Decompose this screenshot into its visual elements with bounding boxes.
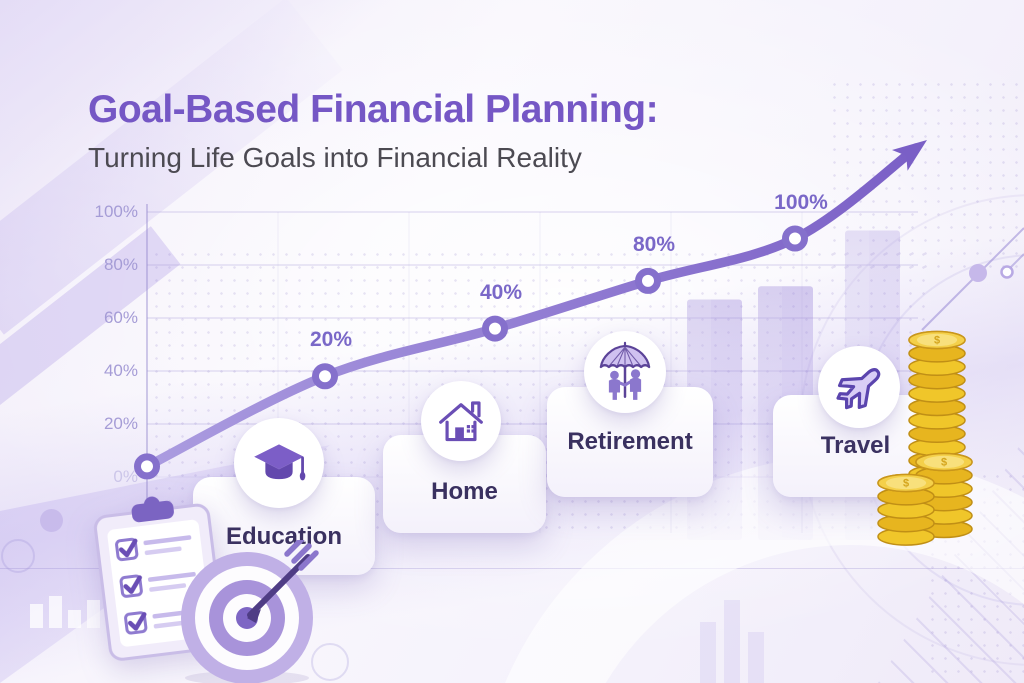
target-arrow-icon: [162, 540, 334, 683]
data-point-label: 20%: [309, 328, 353, 352]
node-dot-decor: [969, 264, 987, 282]
divider-line: [0, 568, 1024, 569]
goal-card-label: Home: [431, 478, 498, 505]
page-subtitle: Turning Life Goals into Financial Realit…: [88, 142, 582, 173]
trend-curve: [134, 140, 927, 480]
umbrella-couple-icon: [584, 331, 666, 413]
y-axis-tick: 40%: [103, 361, 138, 380]
y-axis-tick: 0%: [113, 467, 138, 486]
graduation-cap-icon: [234, 418, 324, 508]
airplane-icon: [818, 346, 900, 428]
y-axis-tick: 80%: [103, 255, 138, 274]
y-axis-tick: 20%: [103, 414, 138, 433]
svg-text:$: $: [903, 478, 909, 490]
page-title: Goal-Based Financial Planning:: [88, 88, 659, 131]
svg-text:$: $: [941, 457, 947, 469]
mini-bars-decor: [30, 596, 100, 628]
svg-text:$: $: [934, 335, 940, 347]
house-icon: [421, 381, 501, 461]
data-point-label: 40%: [479, 280, 523, 304]
data-point-label: 80%: [632, 232, 676, 256]
y-axis-tick: 60%: [103, 308, 138, 327]
circle-decor: [40, 509, 63, 532]
goal-card-label: Retirement: [567, 428, 693, 455]
mini-bars-decor: [700, 600, 764, 683]
coin-stacks-icon: $ $ $: [860, 328, 1024, 563]
goal-card-label: Travel: [820, 432, 891, 459]
goal-card-retirement: Retirement: [547, 387, 713, 497]
y-axis-tick: 100%: [94, 202, 138, 221]
goal-card-label: Education: [225, 523, 342, 550]
data-point-label: 100%: [774, 190, 828, 214]
